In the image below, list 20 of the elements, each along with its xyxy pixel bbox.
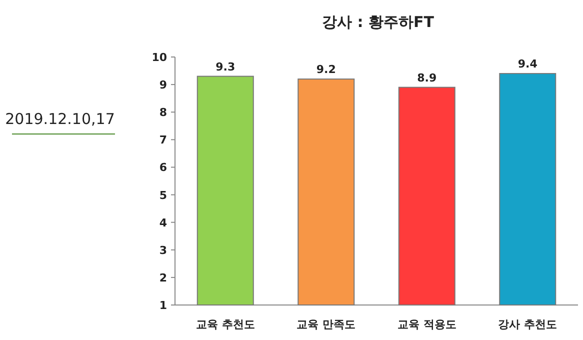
y-tick-label: 4 — [159, 216, 168, 230]
y-tick-label: 7 — [159, 134, 167, 147]
y-tick-label: 1 — [159, 299, 167, 312]
y-tick-label: 9 — [159, 78, 167, 92]
y-tick-label: 10 — [152, 51, 168, 64]
y-tick-label: 6 — [159, 161, 168, 174]
x-tick-label: 교육 만족도 — [296, 318, 356, 331]
y-tick-label: 5 — [159, 188, 167, 202]
x-tick-label: 강사 추천도 — [498, 318, 558, 331]
data-label: 8.9 — [417, 71, 437, 84]
data-label: 9.4 — [518, 58, 538, 71]
y-tick-label: 3 — [159, 244, 167, 257]
x-tick-label: 교육 추천도 — [196, 318, 255, 331]
x-tick-label: 교육 적용도 — [397, 318, 456, 331]
data-label: 9.2 — [316, 63, 336, 76]
data-label: 9.3 — [216, 60, 236, 74]
y-tick-label: 8 — [159, 106, 167, 120]
chart-title: 강사 : 황주하FT — [322, 13, 435, 31]
text: 2019.12.10,17 — [5, 110, 115, 128]
y-tick-label: 2 — [159, 271, 167, 284]
